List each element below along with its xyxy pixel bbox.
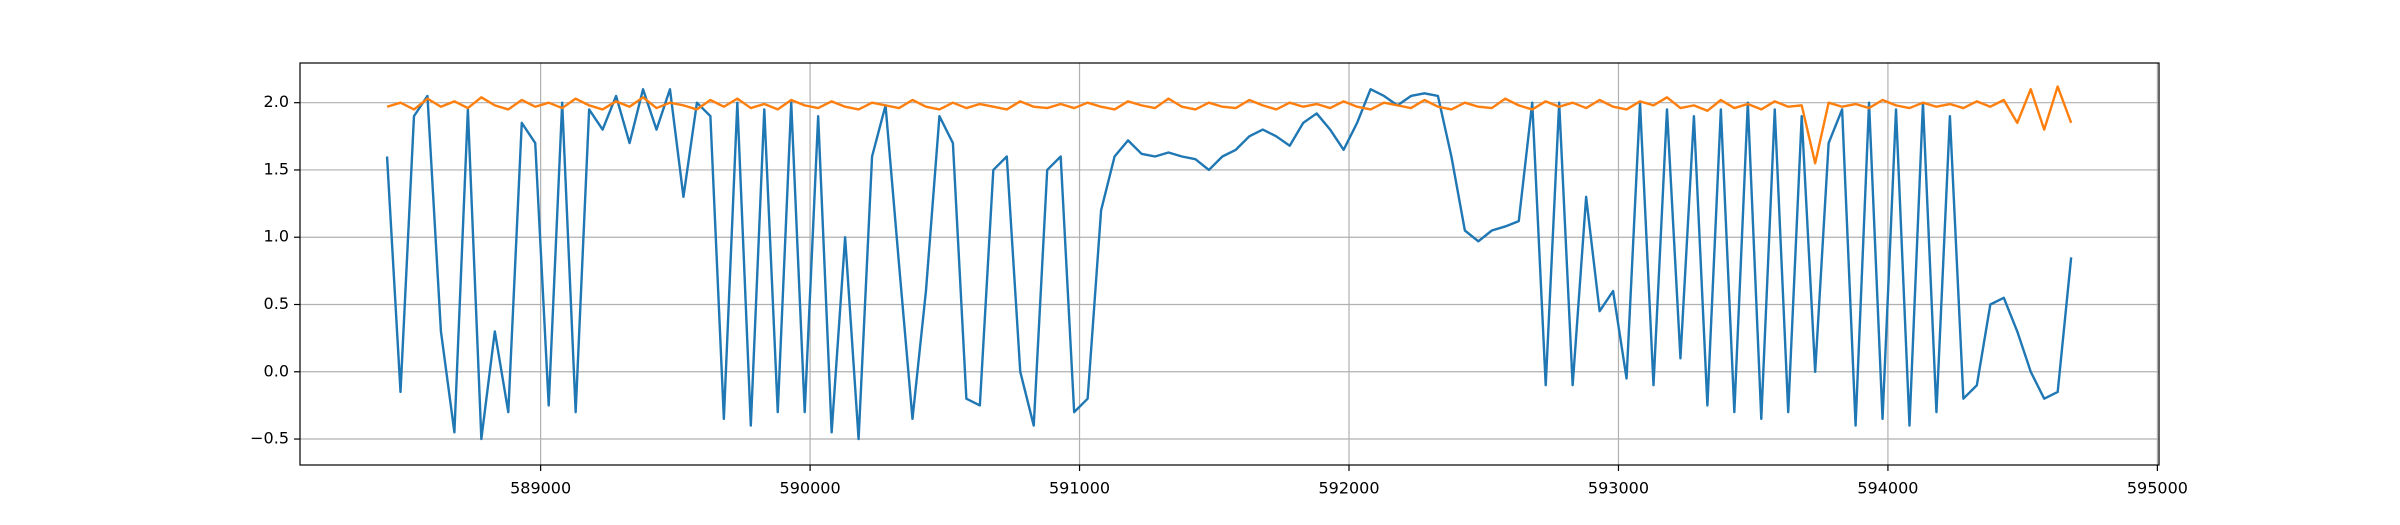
y-tick-label: 2.0: [264, 92, 289, 111]
plot-frame: [299, 62, 2160, 466]
y-tick-label: 1.0: [264, 227, 289, 246]
data-line: [386, 85, 2073, 165]
x-tick-label: 594000: [1857, 479, 1918, 498]
x-tick-label: 591000: [1049, 479, 1110, 498]
data-line: [385, 88, 2073, 441]
y-tick-label: 1.5: [264, 159, 289, 178]
x-tick-label: 589000: [510, 479, 571, 498]
x-tick-label: 592000: [1318, 479, 1379, 498]
y-tick-label: 0.0: [264, 361, 289, 380]
x-tick-label: 595000: [2127, 479, 2188, 498]
x-tick-label: 590000: [780, 479, 841, 498]
x-tick-label: 593000: [1588, 479, 1649, 498]
y-tick-label: 0.5: [264, 294, 289, 313]
y-tick-label: −0.5: [250, 429, 289, 448]
